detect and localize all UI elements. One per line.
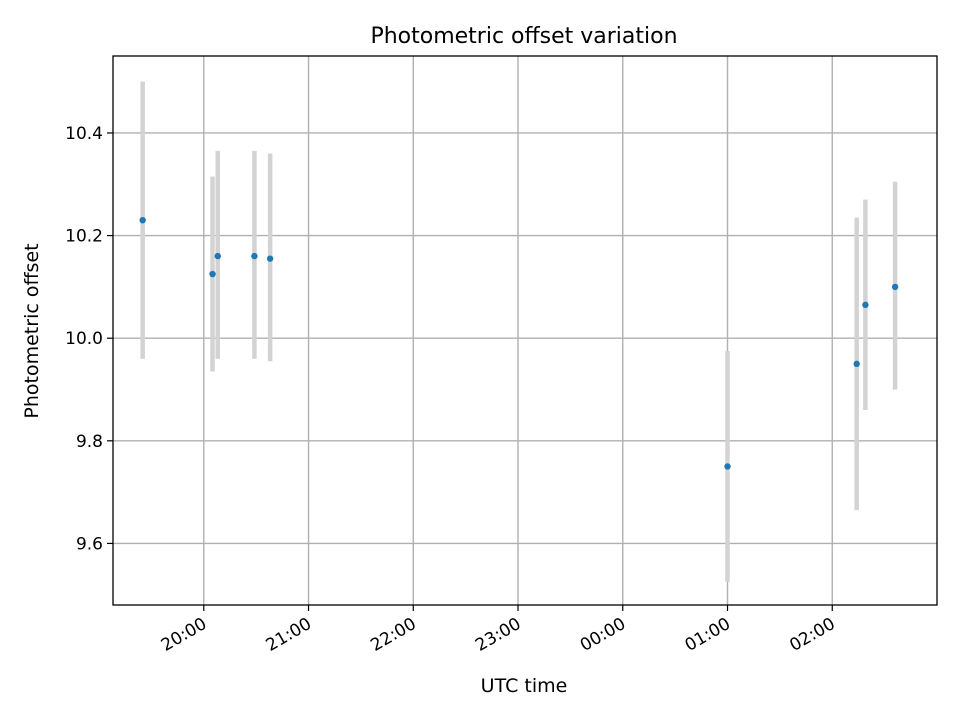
data-point <box>251 252 258 260</box>
data-point <box>139 216 146 224</box>
data-point <box>862 301 869 309</box>
x-tick-label: 00:00 <box>577 614 629 656</box>
data-point <box>891 283 899 291</box>
y-tick-label: 10.0 <box>65 329 103 349</box>
plot-frame <box>112 55 938 606</box>
data-point <box>853 360 860 368</box>
x-tick-label: 22:00 <box>367 614 419 656</box>
data-point <box>209 270 216 278</box>
x-axis-label: UTC time <box>481 675 568 697</box>
x-tick-label: 02:00 <box>786 614 838 656</box>
data-layer <box>139 81 899 582</box>
y-tick-label: 9.8 <box>76 432 103 452</box>
tick-layer: 20:00 21:00 22:00 23:00 00:00 01:00 02:00 9.6 9.… <box>65 124 839 656</box>
y-tick-label: 9.6 <box>76 534 103 554</box>
grid-layer <box>113 56 937 605</box>
data-point <box>214 252 221 260</box>
data-point <box>266 255 274 262</box>
y-tick-label: 10.4 <box>65 124 103 144</box>
data-point <box>724 463 731 470</box>
chart-title: Photometric offset variation <box>370 24 677 49</box>
y-tick-label: 10.2 <box>65 227 103 247</box>
x-tick-label: 01:00 <box>682 614 734 656</box>
y-axis-label: Photometric offset <box>21 243 43 418</box>
x-tick-label: 20:00 <box>158 614 210 656</box>
x-tick-label: 23:00 <box>472 614 524 656</box>
x-tick-label: 21:00 <box>263 614 315 656</box>
